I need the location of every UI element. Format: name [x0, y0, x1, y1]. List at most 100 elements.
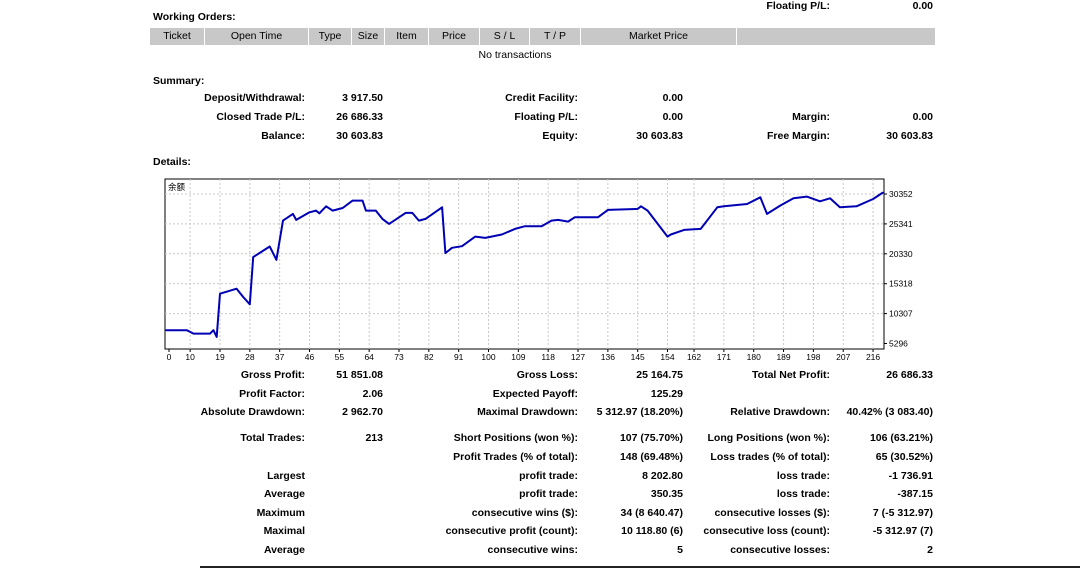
balance-point — [872, 198, 874, 200]
balance-point — [716, 206, 719, 209]
balance-point — [597, 216, 599, 219]
balance-point — [882, 191, 884, 194]
details-label: Average — [263, 488, 305, 500]
summary-value: 0.00 — [662, 92, 683, 104]
balance-point — [361, 199, 364, 202]
balance-point — [252, 256, 254, 258]
details-value: 2.06 — [362, 388, 383, 400]
balance-point — [235, 287, 238, 290]
balance-point — [524, 225, 526, 228]
column-header: Open Time — [205, 28, 308, 45]
details-label: profit trade: — [519, 488, 578, 500]
details-label: Expected Payoff: — [492, 388, 578, 400]
balance-point — [325, 205, 327, 208]
x-tick-label: 55 — [335, 352, 345, 362]
x-tick-label: 19 — [215, 352, 225, 362]
balance-point — [242, 296, 245, 298]
summary-value: 30 603.83 — [886, 130, 933, 142]
balance-point — [388, 223, 390, 225]
details-value: 350.35 — [650, 488, 683, 500]
details-label: Maximal Drawdown: — [477, 406, 578, 418]
working-orders-title: Working Orders: — [153, 11, 236, 23]
details-label: Profit Factor: — [239, 388, 305, 400]
balance-point — [444, 252, 447, 254]
details-label: Absolute Drawdown: — [200, 406, 305, 418]
balance-point — [315, 209, 317, 212]
chart-title: 余额 — [168, 182, 186, 192]
balance-point — [666, 235, 669, 238]
column-header — [737, 28, 935, 45]
balance-point — [514, 228, 516, 230]
balance-point — [209, 332, 211, 335]
balance-point — [829, 197, 831, 200]
x-tick-label: 37 — [275, 352, 285, 362]
balance-point — [500, 233, 503, 236]
balance-point — [292, 213, 294, 215]
column-header: S / L — [480, 28, 529, 45]
balance-point — [249, 303, 251, 306]
details-label: loss trade: — [776, 488, 830, 500]
x-tick-label: 198 — [806, 352, 820, 362]
summary-label: Equity: — [542, 130, 578, 142]
x-tick-label: 82 — [424, 352, 434, 362]
balance-point — [646, 209, 649, 212]
x-tick-label: 154 — [660, 352, 674, 362]
balance-point — [805, 195, 808, 198]
x-tick-label: 145 — [631, 352, 645, 362]
balance-point — [567, 220, 569, 223]
summary-title: Summary: — [153, 75, 205, 87]
details-label: Gross Profit: — [240, 369, 305, 381]
summary-value: 26 686.33 — [336, 111, 383, 123]
balance-point — [351, 199, 354, 202]
details-value: -387.15 — [897, 488, 933, 500]
details-value: 125.29 — [650, 388, 683, 400]
top-floating-pl-label: Floating P/L: — [766, 0, 830, 12]
details-label: Average — [263, 544, 305, 556]
details-value: -1 736.91 — [888, 470, 933, 482]
balance-point — [192, 332, 195, 335]
bottom-divider — [200, 566, 1080, 568]
balance-point — [268, 245, 271, 248]
details-label: Maximum — [256, 507, 305, 519]
details-label: consecutive loss (count): — [703, 525, 830, 537]
balance-point — [331, 209, 334, 212]
summary-label: Deposit/Withdrawal: — [204, 92, 305, 104]
y-tick-label: 30352 — [889, 189, 913, 199]
details-value: -5 312.97 (7) — [872, 525, 933, 537]
details-label: Relative Drawdown: — [730, 406, 830, 418]
details-label: Total Net Profit: — [752, 369, 830, 381]
details-value: 148 (69.48%) — [619, 451, 683, 463]
balance-point — [381, 218, 384, 220]
balance-point — [759, 196, 762, 199]
details-label: Profit Trades (% of total): — [453, 451, 578, 463]
balance-point — [636, 208, 639, 210]
x-tick-label: 10 — [185, 352, 195, 362]
details-title: Details: — [153, 156, 191, 168]
summary-label: Closed Trade P/L: — [216, 111, 305, 123]
column-header: Ticket — [150, 28, 204, 45]
balance-point — [418, 219, 420, 222]
balance-point — [819, 200, 821, 203]
details-value: 107 (75.70%) — [619, 432, 683, 444]
details-label: consecutive losses ($): — [714, 507, 830, 519]
balance-point — [219, 292, 221, 295]
x-tick-label: 136 — [601, 352, 615, 362]
details-value: 7 (-5 312.97) — [872, 507, 933, 519]
details-value: 8 202.80 — [642, 470, 683, 482]
details-value: 2 962.70 — [342, 406, 383, 418]
balance-point — [640, 205, 642, 208]
x-tick-label: 64 — [364, 352, 374, 362]
x-tick-label: 118 — [541, 352, 555, 362]
details-label: Gross Loss: — [516, 369, 578, 381]
balance-point — [766, 213, 768, 215]
x-tick-label: 73 — [394, 352, 404, 362]
summary-label: Free Margin: — [766, 130, 830, 142]
x-tick-label: 109 — [511, 352, 525, 362]
balance-point — [318, 212, 321, 215]
details-label: profit trade: — [519, 470, 578, 482]
plot-area — [164, 178, 885, 350]
y-tick-label: 15318 — [889, 279, 913, 289]
details-label: Largest — [267, 470, 305, 482]
details-label: consecutive wins ($): — [471, 507, 578, 519]
summary-value: 3 917.50 — [342, 92, 383, 104]
